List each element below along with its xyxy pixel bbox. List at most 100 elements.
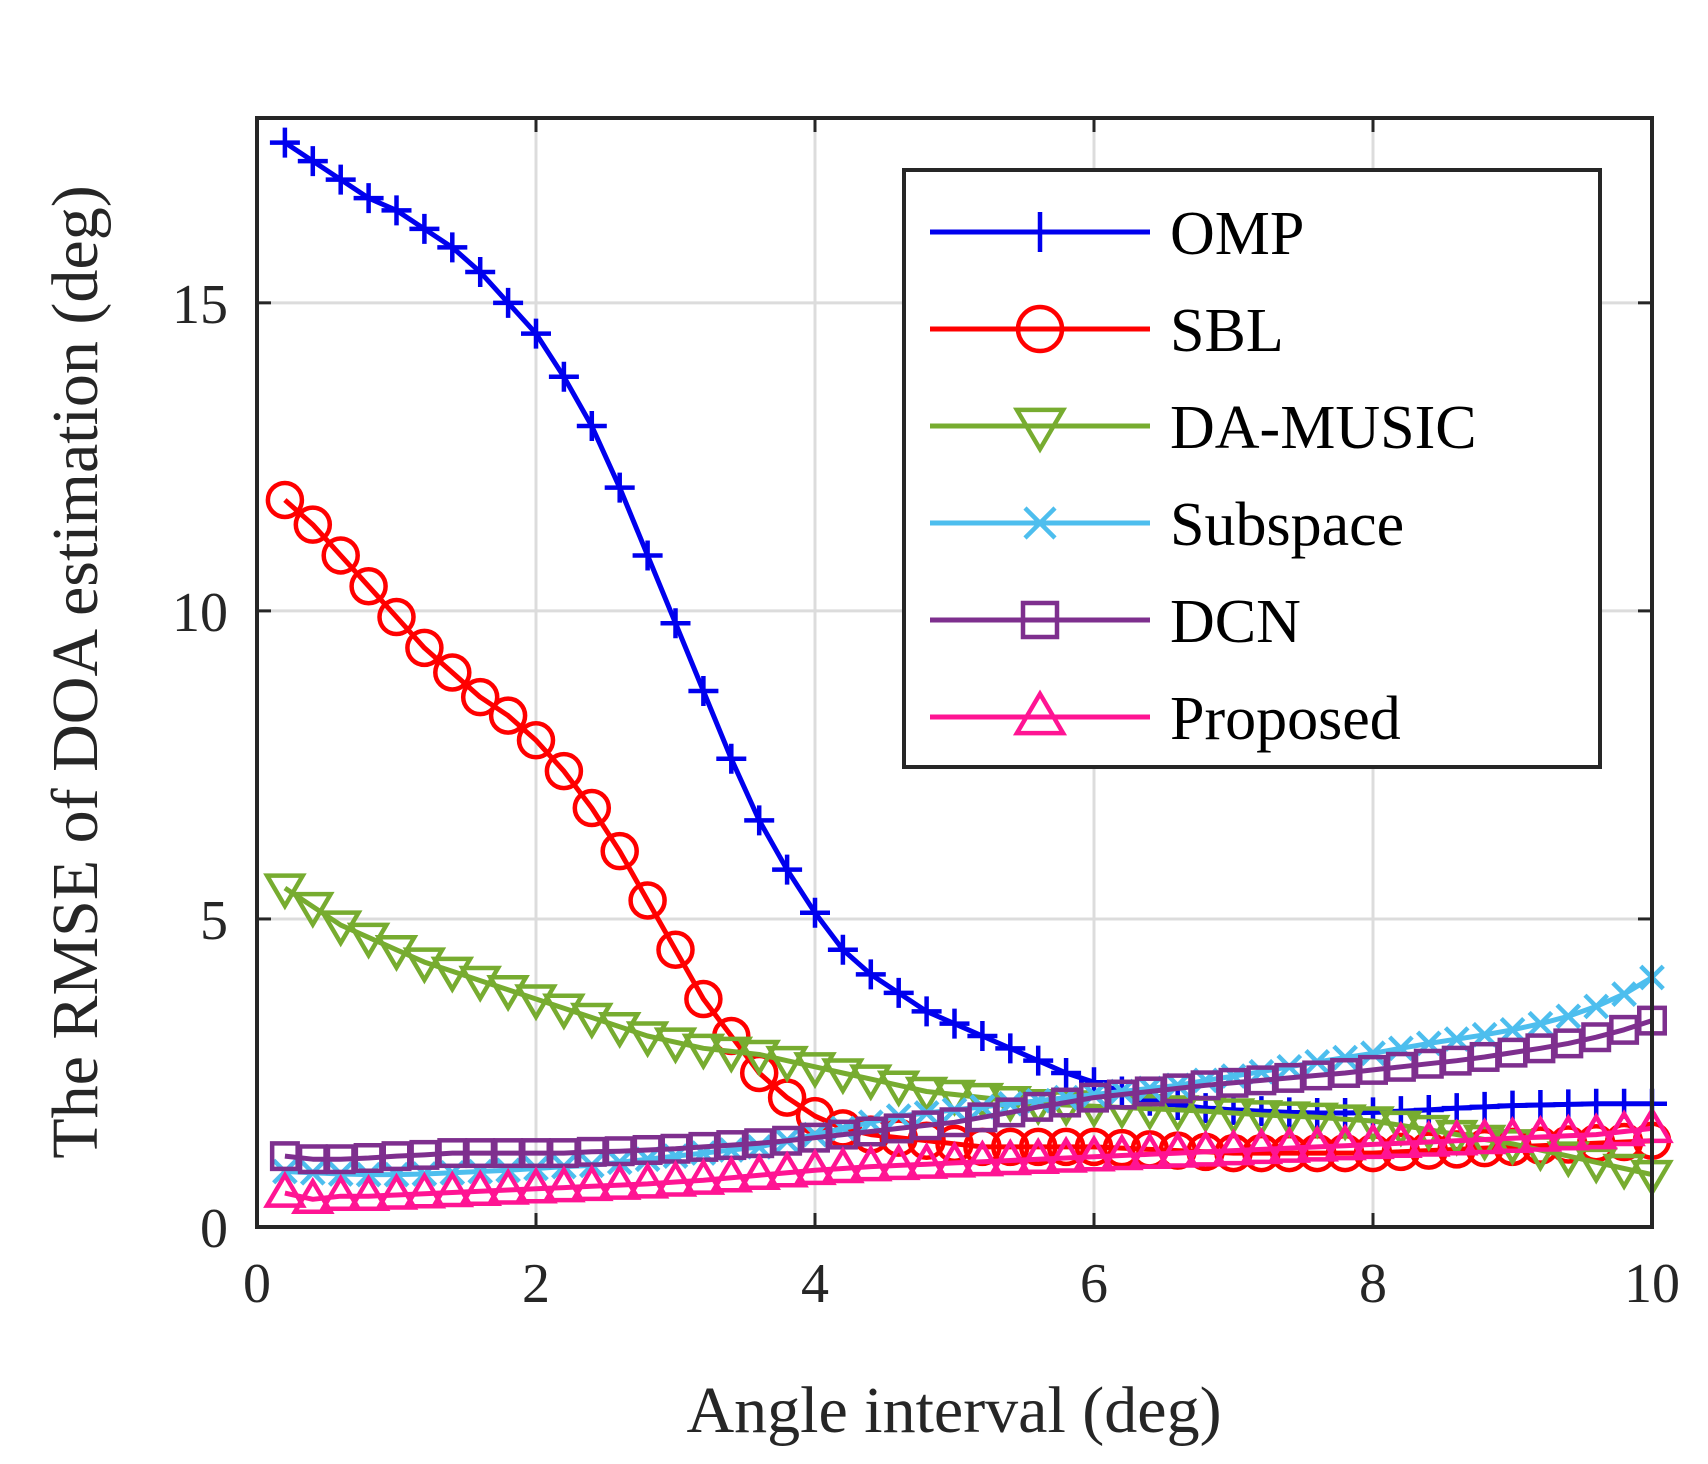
- point-triangle-down: [263, 873, 307, 911]
- point-plus: [1497, 1090, 1528, 1121]
- point-plus: [660, 608, 691, 639]
- point-triangle-down: [1012, 407, 1068, 454]
- point-triangle-up: [1155, 1130, 1200, 1168]
- point-triangle-up: [1016, 1136, 1060, 1174]
- point-square: [1330, 1057, 1361, 1088]
- point-triangle-up: [849, 1144, 893, 1182]
- point-triangle-up: [1128, 1132, 1172, 1170]
- point-triangle-up: [374, 1172, 419, 1210]
- point-circle: [460, 677, 500, 717]
- x-tick-label: 4: [801, 1253, 829, 1315]
- y-axis-title: The RMSE of DOA estimation (deg): [39, 185, 112, 1158]
- point-square: [1609, 1014, 1640, 1045]
- point-plus: [632, 540, 663, 571]
- point-plus: [604, 472, 635, 503]
- point-square: [297, 1144, 328, 1175]
- point-triangle-down: [681, 1033, 726, 1071]
- point-square: [437, 1138, 468, 1169]
- point-triangle-up: [932, 1140, 977, 1178]
- point-triangle-up: [402, 1171, 447, 1209]
- point-circle: [1015, 304, 1065, 354]
- point-triangle-up: [430, 1170, 475, 1208]
- point-square: [269, 1141, 300, 1172]
- point-square: [493, 1138, 524, 1169]
- point-triangle-down: [291, 891, 335, 929]
- legend-label: Subspace: [1170, 491, 1404, 559]
- point-x: [1332, 1044, 1358, 1071]
- point-triangle-up: [681, 1157, 726, 1195]
- point-triangle-down: [1602, 1153, 1646, 1191]
- point-triangle-down: [1407, 1114, 1451, 1152]
- legend: OMP SBL DA-MUSIC Subspace DCN Proposed: [902, 168, 1602, 769]
- point-triangle-up: [1574, 1112, 1618, 1150]
- point-triangle-up: [653, 1159, 698, 1197]
- point-triangle-up: [346, 1173, 391, 1211]
- point-square: [967, 1102, 998, 1133]
- point-triangle-down: [1211, 1098, 1256, 1136]
- point-plus: [409, 213, 440, 244]
- point-triangle-up: [625, 1161, 670, 1199]
- point-triangle-down: [318, 910, 363, 948]
- point-circle: [349, 566, 388, 606]
- point-square: [1497, 1037, 1528, 1068]
- point-plus: [1441, 1093, 1472, 1124]
- point-triangle-down: [737, 1039, 781, 1077]
- point-triangle-up: [1351, 1122, 1395, 1160]
- point-plus: [1051, 1057, 1082, 1088]
- point-square: [855, 1116, 886, 1147]
- point-circle: [991, 1127, 1030, 1167]
- point-plus: [437, 232, 468, 263]
- point-square: [1079, 1082, 1109, 1113]
- y-tick-label: 5: [200, 890, 228, 952]
- legend-label: SBL: [1170, 297, 1284, 365]
- point-square: [1302, 1060, 1333, 1091]
- point-plus: [1330, 1098, 1361, 1129]
- point-triangle-down: [402, 947, 447, 985]
- point-triangle-up: [1100, 1133, 1144, 1171]
- point-triangle-down: [430, 956, 475, 994]
- series-da-music: [263, 873, 1674, 1197]
- point-x: [1555, 1003, 1582, 1030]
- tick-labels: 0 2 4 6 8 10 0 5 10 15: [172, 274, 1680, 1315]
- point-triangle-up: [737, 1152, 781, 1190]
- point-square: [911, 1110, 942, 1141]
- point-circle: [321, 536, 360, 575]
- legend-item: DA-MUSIC: [930, 394, 1477, 462]
- point-x: [1583, 993, 1610, 1020]
- point-plus: [1020, 212, 1060, 252]
- point-plus: [269, 127, 300, 158]
- x-tick-label: 10: [1624, 1253, 1680, 1315]
- point-plus: [493, 287, 524, 318]
- legend-label: DA-MUSIC: [1170, 394, 1477, 462]
- x-axis-title: Angle interval (deg): [686, 1374, 1221, 1447]
- point-triangle-up: [904, 1141, 949, 1179]
- point-square: [939, 1107, 970, 1138]
- point-square: [381, 1141, 412, 1172]
- legend-item: Subspace: [930, 491, 1404, 559]
- point-triangle-down: [1574, 1147, 1618, 1185]
- point-circle: [684, 979, 723, 1019]
- point-circle: [628, 881, 667, 920]
- point-triangle-down: [1546, 1141, 1591, 1179]
- point-triangle-up: [1546, 1113, 1591, 1151]
- point-triangle-up: [1072, 1134, 1116, 1172]
- point-circle: [433, 653, 472, 692]
- point-plus: [967, 1021, 998, 1052]
- point-square: [1441, 1045, 1472, 1076]
- point-circle: [572, 788, 612, 828]
- point-square: [883, 1113, 914, 1144]
- point-triangle-up: [486, 1167, 530, 1205]
- point-triangle-down: [1155, 1095, 1200, 1133]
- point-plus: [353, 183, 384, 214]
- point-triangle-down: [1295, 1102, 1339, 1140]
- point-triangle-down: [765, 1045, 809, 1083]
- point-plus: [772, 854, 803, 885]
- point-triangle-down: [1490, 1129, 1535, 1167]
- point-circle: [516, 721, 556, 760]
- legend-item: DCN: [930, 588, 1301, 656]
- point-triangle-down: [1128, 1093, 1172, 1131]
- point-square: [1413, 1048, 1444, 1079]
- point-circle: [1046, 1127, 1086, 1167]
- point-square: [409, 1139, 440, 1170]
- y-tick-label: 10: [172, 582, 228, 644]
